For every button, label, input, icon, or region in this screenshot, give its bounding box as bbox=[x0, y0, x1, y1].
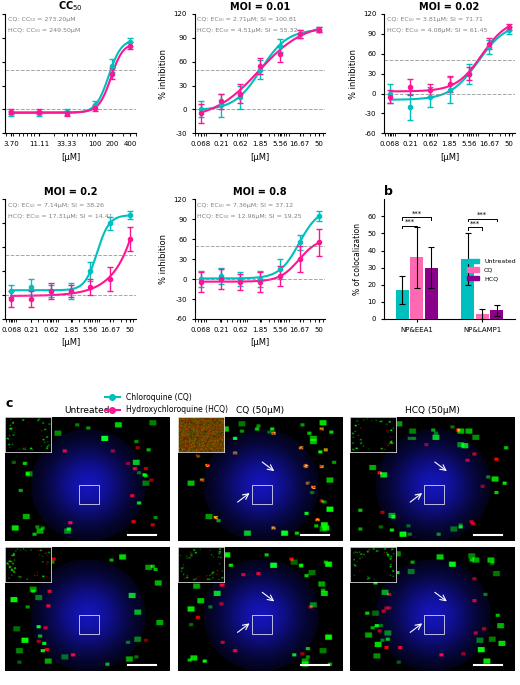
Bar bbox=[425, 268, 438, 319]
Bar bbox=[424, 485, 444, 503]
Text: HCQ: CC₅₀ = 249.50μM: HCQ: CC₅₀ = 249.50μM bbox=[8, 28, 80, 33]
Y-axis label: % inhibition: % inhibition bbox=[159, 234, 168, 284]
Title: CQ (50μM): CQ (50μM) bbox=[236, 406, 284, 414]
Y-axis label: % of colocalization: % of colocalization bbox=[353, 223, 362, 295]
X-axis label: [μM]: [μM] bbox=[61, 153, 80, 162]
Text: CQ: EC₅₀ = 7.14μM; SI = 38.26: CQ: EC₅₀ = 7.14μM; SI = 38.26 bbox=[8, 203, 104, 208]
X-axis label: [μM]: [μM] bbox=[440, 153, 459, 162]
Text: CQ: EC₅₀ = 3.81μM; SI = 71.71: CQ: EC₅₀ = 3.81μM; SI = 71.71 bbox=[387, 17, 483, 23]
Text: HCQ: EC₅₀ = 12.96μM; SI = 19.25: HCQ: EC₅₀ = 12.96μM; SI = 19.25 bbox=[197, 214, 302, 219]
Bar bbox=[396, 290, 409, 319]
Bar bbox=[79, 485, 99, 503]
Title: MOI = 0.2: MOI = 0.2 bbox=[44, 187, 97, 197]
Title: MOI = 0.01: MOI = 0.01 bbox=[230, 1, 290, 12]
Y-axis label: NP-LAMP1: NP-LAMP1 bbox=[0, 588, 1, 631]
Title: CC$_{50}$: CC$_{50}$ bbox=[58, 0, 83, 13]
Text: CQ: EC₅₀ = 7.36μM; SI = 37.12: CQ: EC₅₀ = 7.36μM; SI = 37.12 bbox=[197, 203, 293, 208]
Bar bbox=[252, 615, 271, 634]
Bar bbox=[424, 615, 444, 634]
Bar bbox=[461, 259, 474, 319]
X-axis label: [μM]: [μM] bbox=[250, 338, 270, 347]
Bar bbox=[490, 310, 503, 319]
Text: CQ: CC₅₀ = 273.20μM: CQ: CC₅₀ = 273.20μM bbox=[8, 17, 75, 23]
Text: HCQ: EC₅₀ = 17.31μM; SI = 14.41: HCQ: EC₅₀ = 17.31μM; SI = 14.41 bbox=[8, 214, 112, 219]
Text: ***: *** bbox=[405, 219, 414, 225]
Title: MOI = 0.02: MOI = 0.02 bbox=[419, 1, 479, 12]
Title: Untreated: Untreated bbox=[64, 406, 110, 414]
Legend: Untreated, CQ, HCQ: Untreated, CQ, HCQ bbox=[464, 256, 518, 284]
Bar bbox=[79, 615, 99, 634]
Text: ***: *** bbox=[470, 221, 480, 227]
Text: HCQ: EC₅₀ = 4.08μM; SI = 61.45: HCQ: EC₅₀ = 4.08μM; SI = 61.45 bbox=[387, 28, 487, 33]
X-axis label: [μM]: [μM] bbox=[61, 338, 80, 347]
Text: CQ: EC₅₀ = 2.71μM; SI = 100.81: CQ: EC₅₀ = 2.71μM; SI = 100.81 bbox=[197, 17, 297, 23]
Bar bbox=[252, 485, 271, 503]
X-axis label: [μM]: [μM] bbox=[250, 153, 270, 162]
Y-axis label: NP-EEA1: NP-EEA1 bbox=[0, 461, 1, 497]
Text: b: b bbox=[384, 185, 393, 198]
Bar bbox=[476, 314, 489, 319]
Text: HCQ: EC₅₀ = 4.51μM; SI = 55.32: HCQ: EC₅₀ = 4.51μM; SI = 55.32 bbox=[197, 28, 298, 33]
Bar bbox=[410, 258, 423, 319]
Legend: Chloroquine (CQ), Hydroxychloroquine (HCQ): Chloroquine (CQ), Hydroxychloroquine (HC… bbox=[101, 390, 231, 417]
Y-axis label: % inhibition: % inhibition bbox=[348, 49, 358, 99]
Title: MOI = 0.8: MOI = 0.8 bbox=[233, 187, 287, 197]
Text: c: c bbox=[5, 397, 12, 410]
Y-axis label: % inhibition: % inhibition bbox=[159, 49, 168, 99]
Text: ***: *** bbox=[412, 210, 422, 216]
Text: ***: *** bbox=[477, 212, 487, 218]
Title: HCQ (50μM): HCQ (50μM) bbox=[405, 406, 460, 414]
